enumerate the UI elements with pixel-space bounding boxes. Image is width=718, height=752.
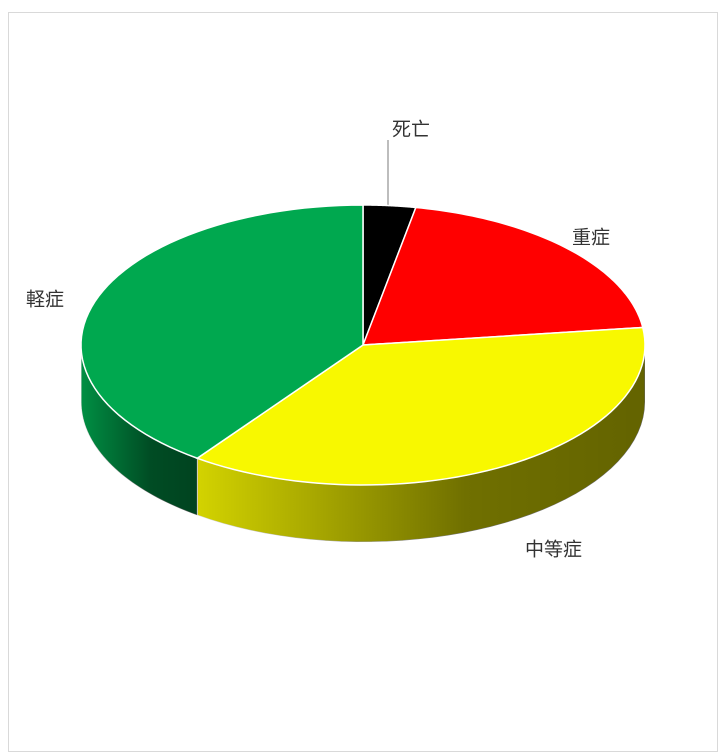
pie-side-shade (197, 345, 645, 542)
slice-label: 重症 (572, 227, 610, 249)
pie-slice (361, 206, 644, 346)
slice-label: 軽症 (26, 289, 64, 311)
pie-slice (80, 204, 364, 460)
pie-slice (195, 326, 646, 486)
slice-label: 死亡 (392, 119, 430, 141)
slice-label: 中等症 (525, 539, 582, 561)
